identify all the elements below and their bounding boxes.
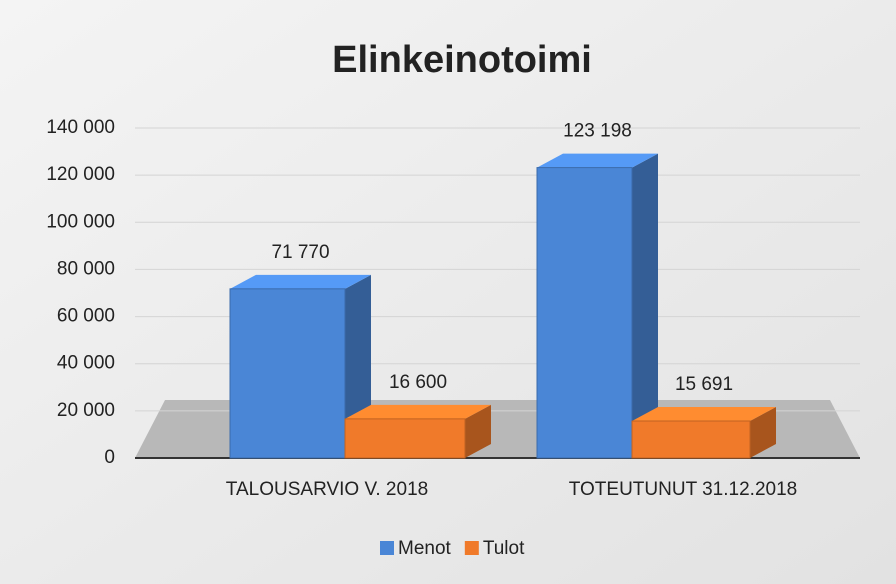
y-tick-label: 0 xyxy=(104,447,115,468)
value-label: 71 770 xyxy=(271,242,329,263)
bar-side xyxy=(632,153,658,458)
value-label: 16 600 xyxy=(389,372,447,393)
x-tick-label: TOTEUTUNUT 31.12.2018 xyxy=(569,479,797,500)
bar xyxy=(536,167,633,459)
bar-top xyxy=(632,407,776,422)
bar-side xyxy=(750,407,776,458)
legend-label: Menot xyxy=(398,538,452,559)
legend-swatch xyxy=(464,541,479,555)
y-tick-label: 140 000 xyxy=(46,117,115,138)
chart-title: Elinkeinotoimi xyxy=(332,39,592,81)
bar-side xyxy=(465,404,491,458)
bar-top xyxy=(230,274,371,289)
legend-label: Tulot xyxy=(483,538,525,559)
value-label: 15 691 xyxy=(675,374,733,395)
bar-top xyxy=(537,153,658,168)
y-tick-label: 20 000 xyxy=(57,400,115,421)
value-label: 123 198 xyxy=(563,121,632,142)
bar xyxy=(344,418,466,459)
y-tick-label: 120 000 xyxy=(46,164,115,185)
bar xyxy=(631,420,751,459)
bar-top xyxy=(345,404,491,419)
legend-swatch xyxy=(380,541,394,555)
y-tick-label: 40 000 xyxy=(57,353,115,374)
y-tick-label: 80 000 xyxy=(57,258,115,279)
y-tick-label: 60 000 xyxy=(57,306,115,327)
x-tick-label: TALOUSARVIO V. 2018 xyxy=(226,479,428,500)
bar xyxy=(229,288,346,459)
y-tick-label: 100 000 xyxy=(46,211,115,232)
